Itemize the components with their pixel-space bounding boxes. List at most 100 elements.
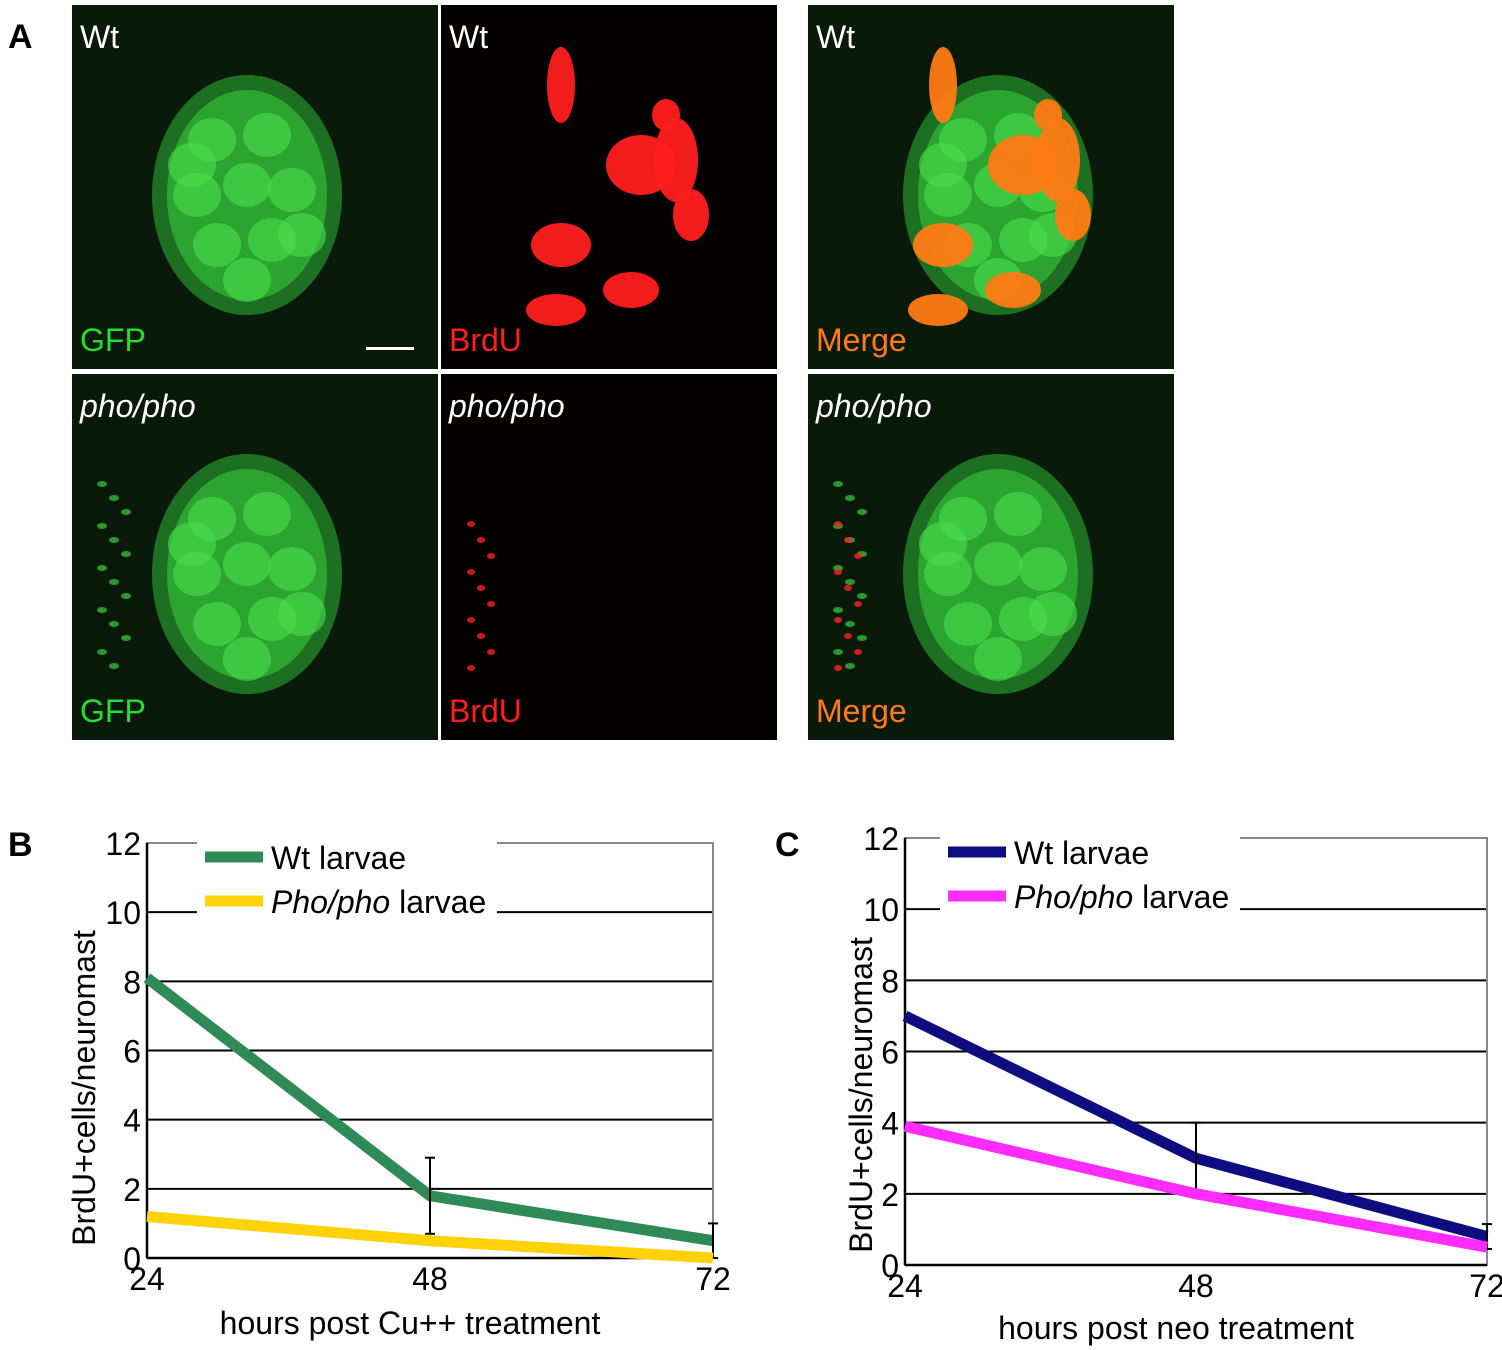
series-line-1 [903, 1120, 1488, 1253]
micrograph-image [72, 374, 438, 740]
y-tick-label: 6 [881, 1035, 899, 1071]
genotype-label: pho/pho [449, 388, 565, 424]
brdu-nucleus [531, 223, 591, 267]
hair-cell [223, 258, 271, 302]
x-axis-label: hours post Cu++ treatment [220, 1305, 601, 1341]
brdu-speckle [477, 633, 485, 639]
brdu-nucleus [913, 223, 973, 267]
speckle [109, 537, 119, 543]
brdu-nucleus [1034, 99, 1062, 131]
brdu-speckle [834, 521, 842, 527]
hair-cell [944, 602, 992, 646]
hair-cell [919, 522, 967, 566]
y-tick-label: 10 [863, 892, 899, 928]
speckle [97, 607, 107, 613]
scale-bar [366, 347, 414, 350]
micrograph-gfp-wt: Wt GFP [72, 5, 438, 369]
speckle [833, 565, 843, 571]
y-tick-label: 8 [881, 963, 899, 999]
brdu-speckle [844, 633, 852, 639]
brdu-speckle [854, 649, 862, 655]
hair-cell [223, 163, 271, 207]
channel-label: BrdU [449, 693, 522, 729]
hair-cell [223, 542, 271, 586]
micrograph-brdu-wt: Wt BrdU [441, 5, 777, 369]
hair-cell [278, 213, 326, 257]
speckle [121, 551, 131, 557]
speckle [121, 509, 131, 515]
y-axis-label: BrdU+cells/neuromast [843, 937, 879, 1253]
hair-cell [1029, 592, 1077, 636]
hair-cell [278, 592, 326, 636]
speckle [121, 635, 131, 641]
brdu-nucleus [603, 272, 659, 308]
legend-label: Wt larvae [1014, 835, 1149, 871]
genotype-label: Wt [449, 19, 489, 55]
brdu-speckle [467, 617, 475, 623]
speckle [845, 663, 855, 669]
hair-cell [994, 492, 1042, 536]
x-tick-label: 48 [1178, 1268, 1214, 1304]
hair-cell [974, 637, 1022, 681]
speckle [121, 593, 131, 599]
brdu-speckle [834, 665, 842, 671]
speckle [833, 481, 843, 487]
brdu-nucleus [929, 47, 957, 123]
speckle [833, 607, 843, 613]
micrograph-image [808, 5, 1174, 369]
micrograph-brdu-mutant: pho/pho BrdU [441, 374, 777, 740]
y-tick-label: 4 [881, 1106, 899, 1142]
x-tick-label: 48 [412, 1261, 448, 1297]
y-axis-label: BrdU+cells/neuromast [66, 930, 102, 1246]
speckle [109, 621, 119, 627]
hair-cell [268, 547, 316, 591]
hair-cell [193, 223, 241, 267]
brdu-speckle [844, 537, 852, 543]
legend-label-italic: Pho/pho [1014, 879, 1133, 915]
speckle [97, 565, 107, 571]
y-tick-label: 8 [123, 964, 141, 1000]
channel-label: BrdU [449, 322, 522, 358]
hair-cell [243, 492, 291, 536]
legend-label-italic: Pho/pho [271, 884, 390, 920]
micrograph-image [441, 374, 777, 740]
brdu-speckle [487, 601, 495, 607]
hair-cell [1019, 547, 1067, 591]
panel-letter-a: A [8, 18, 33, 56]
micrograph-image [808, 374, 1174, 740]
speckle [109, 495, 119, 501]
legend-label: Wt larvae [271, 840, 406, 876]
brdu-speckle [844, 585, 852, 591]
channel-label: GFP [80, 693, 146, 729]
speckle [97, 649, 107, 655]
y-tick-label: 2 [123, 1172, 141, 1208]
brdu-nucleus [673, 189, 709, 241]
genotype-label: Wt [80, 19, 120, 55]
channel-label: GFP [80, 322, 146, 358]
brdu-speckle [467, 569, 475, 575]
brdu-speckle [487, 553, 495, 559]
hair-cell [919, 143, 967, 187]
hair-cell [268, 168, 316, 212]
y-tick-label: 10 [105, 895, 141, 931]
speckle [845, 495, 855, 501]
x-tick-label: 24 [887, 1268, 923, 1304]
micrograph-gfp-mutant: pho/pho GFP [72, 374, 438, 740]
y-tick-label: 2 [881, 1177, 899, 1213]
brdu-speckle [834, 569, 842, 575]
hair-cell [168, 522, 216, 566]
speckle [857, 509, 867, 515]
legend-label: Pho/pho larvae [271, 884, 486, 920]
y-tick-label: 0 [881, 1248, 899, 1284]
hair-cell [974, 542, 1022, 586]
speckle [845, 621, 855, 627]
micrograph-image [441, 5, 777, 369]
brdu-nucleus [654, 118, 698, 202]
speckle [857, 593, 867, 599]
y-tick-label: 4 [123, 1103, 141, 1139]
brdu-nucleus [547, 47, 575, 123]
micrograph-merge-mutant: pho/pho Merge [808, 374, 1174, 740]
brdu-nucleus [526, 294, 586, 326]
brdu-speckle [477, 585, 485, 591]
speckle [97, 523, 107, 529]
